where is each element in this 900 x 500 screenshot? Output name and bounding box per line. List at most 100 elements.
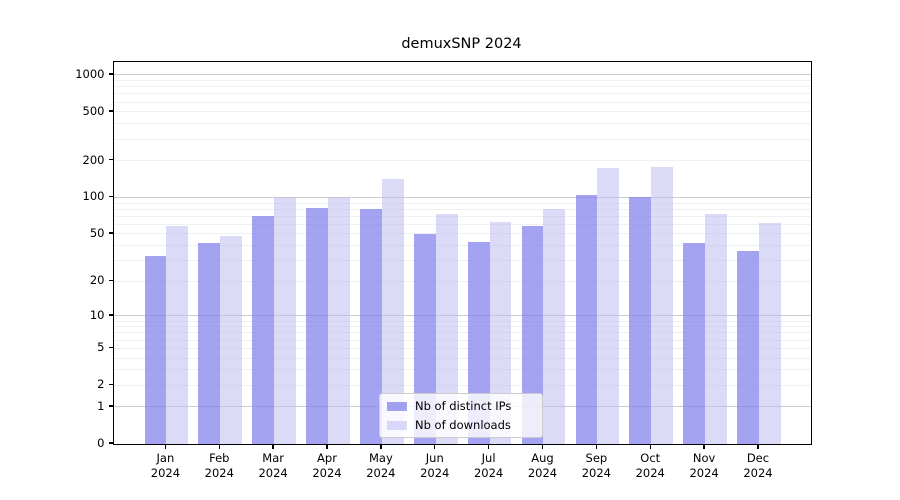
x-tick-mark [487,444,490,449]
legend-swatch-downloads-icon [387,420,407,430]
major-gridline [114,315,811,317]
bar-ips-mar [252,216,275,444]
bar-ips-dec [737,251,759,444]
legend-label-downloads: Nb of downloads [415,418,511,432]
y-tick-label: 500 [82,103,105,118]
minor-gridline [114,111,811,113]
x-tick-label: Nov 2024 [689,451,719,480]
y-tick-label: 1000 [75,66,105,81]
x-tick-mark [272,444,274,449]
minor-gridline [114,339,811,341]
minor-gridline [114,208,811,210]
plot-area [113,60,812,445]
x-tick-label: Jun 2024 [420,451,450,480]
x-tick-label: Mar 2024 [258,451,288,480]
legend: Nb of distinct IPs Nb of downloads [379,393,543,438]
minor-gridline [114,326,811,328]
x-tick-mark [164,444,167,449]
y-tick-label: 200 [82,152,105,167]
y-tick-label: 100 [82,189,105,204]
x-tick-label: Jan 2024 [150,451,181,480]
bar-downloads-nov [705,214,727,444]
bar-ips-aug [521,226,544,444]
bar-ips-apr [306,207,328,444]
y-tick-label: 0 [97,436,105,450]
bar-downloads-jun [435,214,458,444]
bar-downloads-jul [489,221,512,444]
x-tick-label: Sep 2024 [581,451,611,480]
minor-gridline [114,86,811,88]
y-tick-label: 50 [89,225,105,240]
y-tick-mark [108,346,113,348]
minor-gridline [114,260,811,262]
y-tick-mark [108,232,113,234]
y-tick-label: 20 [89,273,105,288]
bar-ips-sep [575,195,598,444]
x-tick-mark [703,444,705,449]
bar-downloads-oct [651,166,674,444]
bar-ips-feb [198,243,221,444]
legend-swatch-ips-icon [387,401,407,411]
minor-gridline [114,160,811,162]
minor-gridline [114,215,811,217]
chart-title: demuxSNP 2024 [401,36,522,52]
minor-gridline [114,320,811,322]
y-tick-mark [108,110,113,112]
minor-gridline [114,80,811,82]
bar-downloads-mar [274,197,296,444]
y-tick-label: 2 [97,377,105,392]
y-tick-label: 1 [97,398,105,413]
bar-ips-oct [629,197,652,444]
minor-gridline [114,202,811,204]
minor-gridline [114,223,811,225]
bar-ips-nov [683,243,706,444]
x-tick-label: Feb 2024 [204,451,234,480]
bar-downloads-aug [543,209,566,444]
bar-downloads-dec [758,222,781,444]
x-tick-label: Aug 2024 [527,451,558,480]
x-tick-mark [757,444,759,449]
x-tick-mark [326,444,328,449]
x-tick-label: May 2024 [366,451,396,480]
y-tick-mark [108,159,113,161]
x-tick-label: Oct 2024 [635,451,665,480]
x-tick-mark [380,444,382,449]
bar-ips-may [360,209,382,444]
bar-downloads-sep [597,168,620,444]
x-tick-label: Dec 2024 [743,451,773,480]
bar-downloads-apr [328,197,350,444]
bar-ips-jun [413,233,436,444]
major-gridline [114,74,811,76]
major-gridline [114,196,811,198]
minor-gridline [114,101,811,103]
minor-gridline [114,384,811,386]
legend-item-downloads: Nb of downloads [380,418,542,433]
x-tick-label: Apr 2024 [312,451,342,480]
bar-downloads-may [381,178,404,444]
y-tick-mark [108,383,113,385]
minor-gridline [114,123,811,125]
y-tick-label: 5 [97,340,105,355]
minor-gridline [114,280,811,282]
x-tick-mark [218,444,220,449]
bar-downloads-feb [220,236,243,444]
bar-downloads-jan [166,226,189,444]
minor-gridline [114,138,811,140]
minor-gridline [114,245,811,247]
y-tick-mark [108,314,113,316]
minor-gridline [114,332,811,334]
y-tick-mark [108,279,113,281]
minor-gridline [114,369,811,371]
y-tick-mark [108,73,113,75]
y-tick-mark [108,405,113,407]
x-tick-label: Jul 2024 [473,451,504,480]
bar-ips-jan [144,255,167,444]
minor-gridline [114,93,811,95]
y-tick-mark [108,195,113,198]
x-tick-mark [541,444,544,449]
y-tick-mark [108,442,113,444]
x-tick-mark [649,444,651,449]
legend-item-ips: Nb of distinct IPs [380,399,542,414]
legend-label-ips: Nb of distinct IPs [415,399,512,413]
